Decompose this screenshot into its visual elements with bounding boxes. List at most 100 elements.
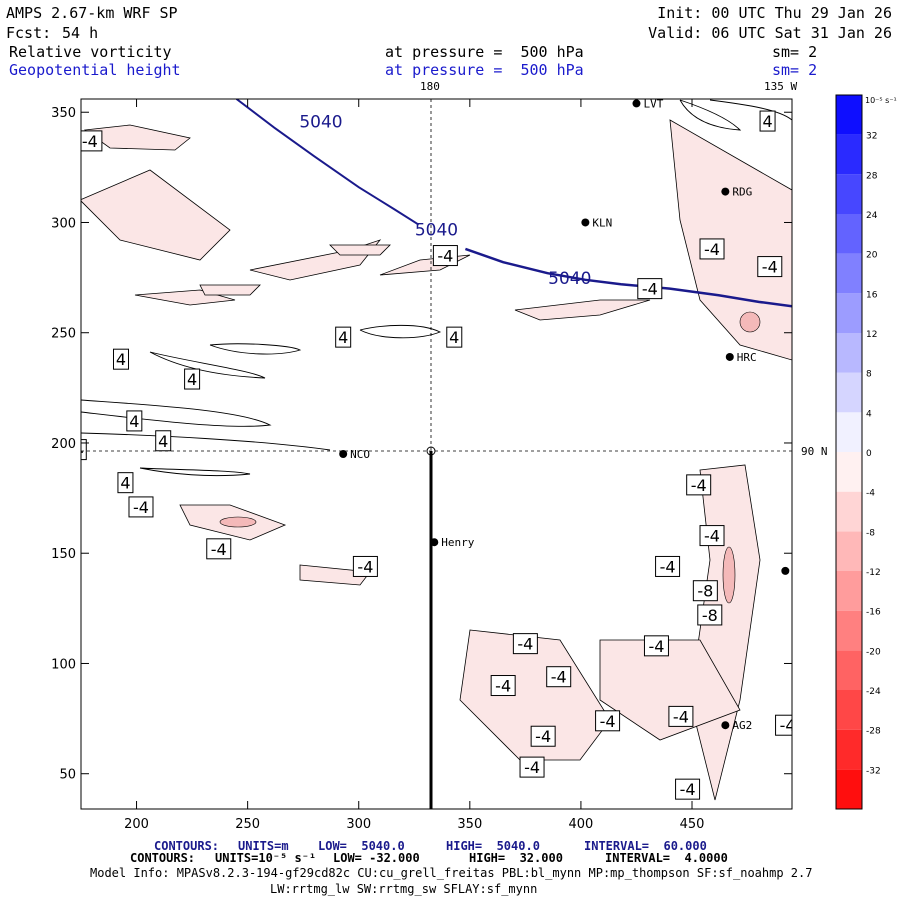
vorticity-fill-1: [83, 124, 191, 151]
vorticity-label-text: -4: [517, 635, 533, 654]
vorticity-label-text: -4: [600, 712, 616, 731]
colorbar-tick-label-5: 12: [866, 330, 877, 340]
footer-contours-label-1: CONTOURS:: [154, 839, 220, 853]
vorticity-label-box: [184, 368, 201, 390]
vorticity-core-3: [739, 311, 761, 333]
colorbar-segment: [836, 690, 862, 730]
vorticity-label-text: -8: [702, 606, 718, 625]
vorticity-label-text: -4: [642, 280, 658, 299]
station-label-3: HRC: [737, 351, 757, 364]
footer-interval-1: INTERVAL= 60.000: [584, 839, 707, 853]
colorbar: 32 28 24 20 16 12 8 4 0 -4 -8 -12 -16 -20 -24 -28 -32 10⁻…: [835, 94, 897, 810]
colorbar-tick-label-6: 8: [866, 370, 872, 380]
vorticity-label-text: 4: [129, 412, 139, 431]
station-marker-6: [721, 721, 730, 730]
vorticity-label-box: [692, 580, 718, 602]
vorticity-label-24: -4: [546, 666, 572, 688]
colorbar-frame: [835, 94, 863, 810]
vorticity-label-text: 4: [116, 350, 126, 369]
height-contour-east: [464, 247, 792, 308]
vorticity-label-box: [775, 714, 792, 736]
vorticity-label-2: -4: [432, 245, 458, 267]
vorticity-label-text: 4: [762, 112, 772, 131]
x-tick-label-2: 300: [346, 817, 371, 832]
vorticity-fill-7: [669, 119, 792, 361]
height-contour-label-2: 5040: [548, 269, 591, 289]
vorticity-label-17: -4: [686, 474, 712, 496]
station-marker-5: [430, 538, 439, 547]
vorticity-label-31: -4: [675, 778, 701, 800]
vorticity-label-29: -4: [775, 714, 792, 736]
colorbar-tick-label-7: 4: [866, 409, 872, 419]
vorticity-label-box: [490, 675, 516, 697]
vorticity-label-text: 4: [74, 441, 84, 460]
footer-units-1: UNITS=m: [238, 839, 289, 853]
vorticity-label-text: -4: [673, 707, 689, 726]
vorticity-label-text: -4: [660, 557, 676, 576]
vorticity-label-text: -4: [648, 637, 664, 656]
vorticity-label-box: [112, 348, 129, 370]
station-label-1: RDG: [732, 186, 752, 199]
y-tick-label-5: 300: [51, 216, 76, 231]
vorticity-positive-contour-1: [81, 432, 331, 451]
vorticity-label-box: [668, 705, 694, 727]
vorticity-fill-4: [689, 464, 761, 801]
vorticity-label-box: [675, 778, 701, 800]
vorticity-label-11: 4: [155, 430, 172, 452]
vorticity-label-text: 4: [158, 432, 168, 451]
vorticity-label-text: -4: [551, 668, 567, 687]
colorbar-segment: [836, 174, 862, 214]
station-marker-0: [632, 99, 641, 108]
vorticity-label-box: [117, 472, 134, 494]
model-title: AMPS 2.67-km WRF SP: [6, 4, 178, 22]
vorticity-label-text: 4: [449, 328, 459, 347]
field1-name: Relative vorticity: [9, 43, 172, 61]
vorticity-label-18: -4: [699, 525, 725, 547]
footer-high-1: HIGH= 5040.0: [446, 839, 540, 853]
colorbar-tick-label-15: -28: [866, 727, 881, 737]
colorbar-tick-label-10: -8: [866, 528, 875, 538]
vorticity-positive-contour-0: [81, 399, 272, 427]
colorbar-segment: [836, 452, 862, 492]
colorbar-segment: [836, 95, 862, 135]
vorticity-fill-13: [329, 244, 391, 256]
init-time: Init: 00 UTC Thu 29 Jan 26: [657, 4, 892, 22]
field2-name: Geopotential height: [9, 61, 181, 79]
vorticity-fill-12: [199, 284, 261, 296]
vorticity-label-20: -8: [692, 580, 718, 602]
lon-135w-label: 135 W: [764, 80, 798, 93]
x-tick-label-4: 400: [569, 817, 594, 832]
station-label-6: AG2: [732, 719, 752, 732]
vorticity-label-19: -4: [655, 555, 681, 577]
colorbar-segment: [836, 372, 862, 413]
vorticity-label-box: [81, 439, 87, 461]
footer-low-1: LOW= 5040.0: [318, 839, 405, 853]
station-label-4: NCO: [350, 448, 370, 461]
height-contour-label-1: 5040: [415, 221, 458, 241]
station-label-0: LVT: [643, 97, 663, 110]
vorticity-label-box: [699, 525, 725, 547]
vorticity-label-30: -4: [519, 756, 545, 778]
vorticity-label-box: [155, 430, 172, 452]
vorticity-label-box: [206, 538, 232, 560]
colorbar-segment: [836, 531, 862, 571]
colorbar-segment: [836, 293, 862, 333]
colorbar-tick-label-14: -24: [866, 687, 881, 697]
vorticity-label-text: -4: [762, 258, 778, 277]
vorticity-label-box: [126, 410, 143, 432]
y-tick-label-1: 100: [51, 657, 76, 672]
station-label-5: Henry: [441, 536, 474, 549]
vorticity-label-22: -4: [512, 633, 538, 655]
vorticity-label-7: 4: [446, 326, 463, 348]
vorticity-label-text: -4: [437, 247, 453, 266]
vorticity-label-box: [352, 555, 378, 577]
vorticity-label-box: [530, 725, 556, 747]
vorticity-fill-0: [81, 169, 231, 261]
vorticity-label-box: [335, 326, 352, 348]
vorticity-label-text: -8: [697, 582, 713, 601]
vorticity-core-1: [219, 516, 257, 528]
footer-high-2: HIGH= 32.000: [469, 851, 563, 865]
vorticity-label-text: -4: [680, 780, 696, 799]
vorticity-label-0: -4: [81, 130, 103, 152]
